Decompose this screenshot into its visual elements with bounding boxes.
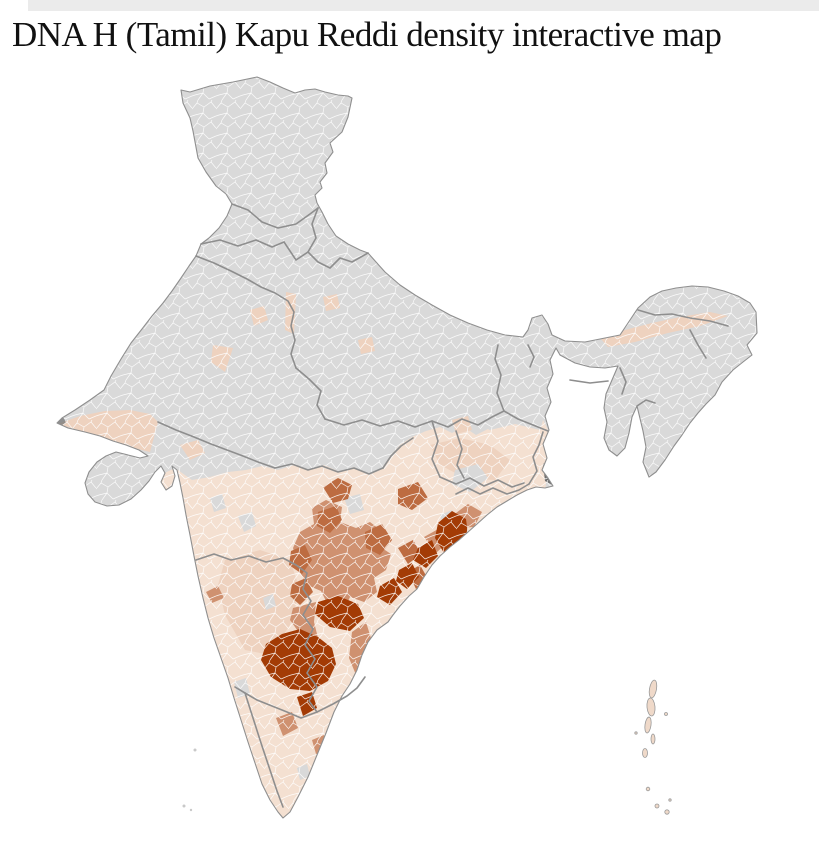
state-borders — [157, 203, 729, 808]
lakshadweep-islands[interactable] — [182, 748, 197, 812]
page-title: DNA H (Tamil) Kapu Reddi density interac… — [12, 15, 722, 54]
horizontal-scrollbar-track[interactable] — [28, 0, 819, 11]
andaman-nicobar-islands[interactable] — [634, 679, 672, 815]
